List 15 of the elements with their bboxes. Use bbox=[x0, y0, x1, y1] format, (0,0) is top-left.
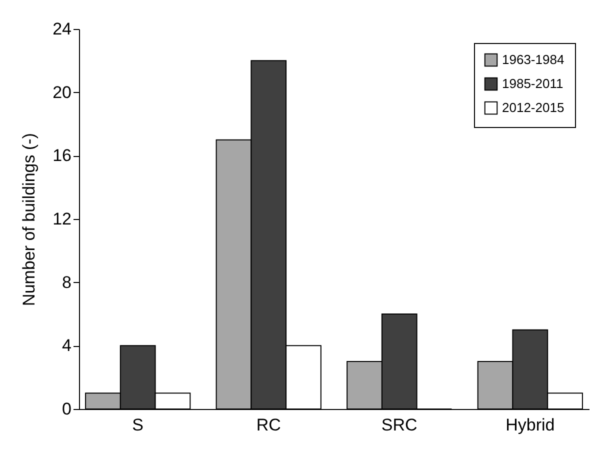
x-tick-label: RC bbox=[256, 416, 281, 434]
y-tick-label: 24 bbox=[52, 20, 72, 38]
legend-label: 1985-2011 bbox=[502, 76, 564, 91]
y-tick-label: 8 bbox=[62, 272, 72, 292]
x-tick-label: S bbox=[132, 416, 144, 434]
x-tick-label: SRC bbox=[381, 416, 418, 434]
legend-label: 2012-2015 bbox=[502, 100, 564, 115]
y-tick-label: 20 bbox=[52, 82, 72, 102]
y-tick-label: 12 bbox=[52, 210, 72, 228]
y-tick-label: 0 bbox=[62, 400, 72, 418]
x-tick-label: Hybrid bbox=[506, 416, 555, 434]
legend-label: 1963-1984 bbox=[502, 52, 564, 67]
y-tick-label: 16 bbox=[52, 146, 72, 166]
y-axis-title: Number of buildings (-) bbox=[20, 133, 39, 306]
y-tick-label: 4 bbox=[62, 336, 72, 356]
